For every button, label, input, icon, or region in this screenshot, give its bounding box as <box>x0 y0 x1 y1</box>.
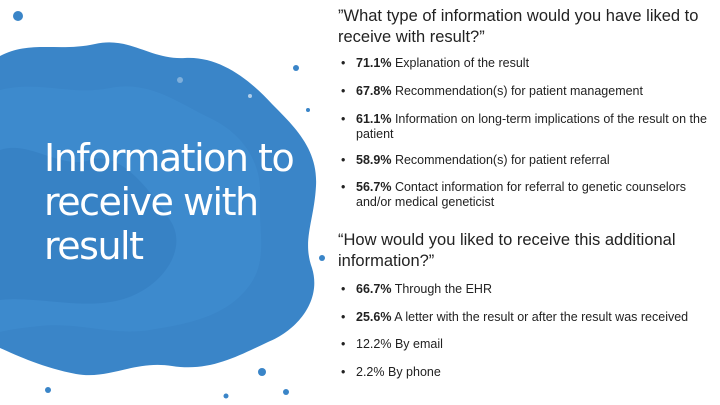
list-item: 58.9% Recommendation(s) for patient refe… <box>338 153 710 168</box>
percentage: 61.1% <box>356 112 392 126</box>
slide-title: Information to receive with result <box>44 136 295 268</box>
list-item: 25.6% A letter with the result or after … <box>338 310 710 325</box>
item-text: By email <box>394 337 443 351</box>
list-item: 12.2% By email <box>338 337 710 352</box>
list-item: 2.2% By phone <box>338 365 710 380</box>
item-text: Recommendation(s) for patient referral <box>394 153 610 167</box>
delivery-method-list: 66.7% Through the EHR 25.6% A letter wit… <box>338 282 710 380</box>
percentage: 2.2% <box>356 365 385 379</box>
item-text: Contact information for referral to gene… <box>356 180 687 209</box>
list-item: 66.7% Through the EHR <box>338 282 710 297</box>
list-item: 71.1% Explanation of the result <box>338 56 710 71</box>
percentage: 58.9% <box>356 153 392 167</box>
item-text: A letter with the result or after the re… <box>394 310 689 324</box>
percentage: 66.7% <box>356 282 392 296</box>
question-1: ”What type of information would you have… <box>338 7 699 46</box>
list-item: 56.7% Contact information for referral t… <box>338 180 710 210</box>
percentage: 67.8% <box>356 84 392 98</box>
list-item: 61.1% Information on long-term implicati… <box>338 112 710 142</box>
item-text: Through the EHR <box>394 282 492 296</box>
list-item: 67.8% Recommendation(s) for patient mana… <box>338 84 710 99</box>
percentage: 25.6% <box>356 310 392 324</box>
percentage: 12.2% <box>356 337 392 351</box>
item-text: Recommendation(s) for patient management <box>394 84 643 98</box>
item-text: By phone <box>387 365 441 379</box>
blue-paint-splash-image <box>0 11 325 399</box>
item-text: Explanation of the result <box>394 56 530 70</box>
info-type-list: 71.1% Explanation of the result 67.8% Re… <box>338 56 710 210</box>
percentage: 56.7% <box>356 180 392 194</box>
question-2: “How would you liked to receive this add… <box>338 231 676 270</box>
percentage: 71.1% <box>356 56 392 70</box>
item-text: Information on long-term implications of… <box>356 112 707 141</box>
